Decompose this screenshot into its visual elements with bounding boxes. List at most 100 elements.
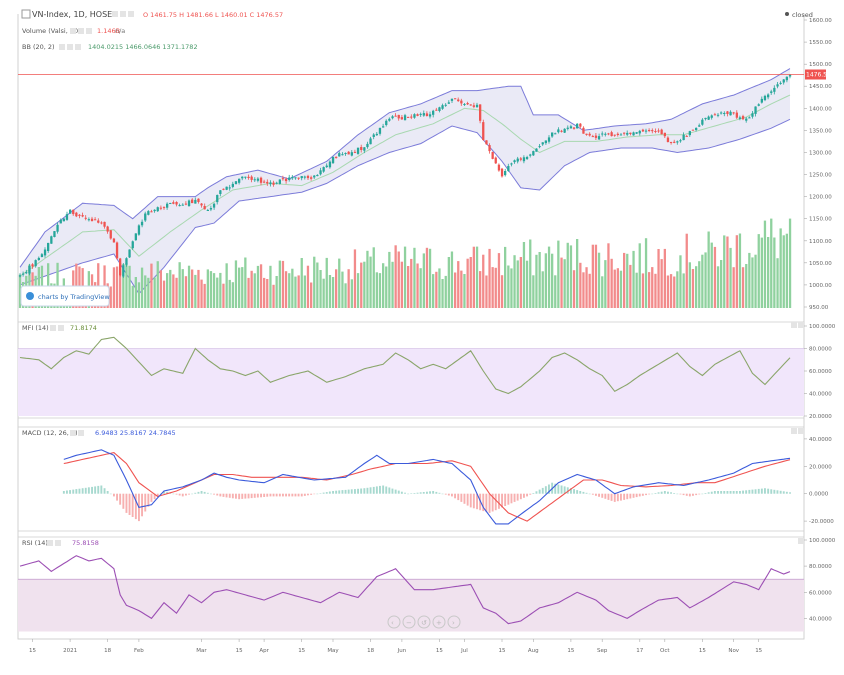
macd-histogram-bar	[532, 493, 535, 494]
close-icon[interactable]	[798, 538, 804, 544]
volume-bar	[119, 262, 122, 308]
volume-bar	[741, 267, 745, 308]
candle-body	[516, 158, 519, 162]
maximize-icon[interactable]	[791, 428, 797, 434]
macd-histogram-bar	[341, 490, 344, 494]
candle-body	[497, 164, 501, 171]
macd-histogram-bar	[488, 493, 491, 513]
macd-histogram-bar	[238, 493, 241, 500]
macd-label: MACD (12, 26, 9)	[22, 429, 78, 437]
candle-body	[419, 113, 422, 115]
macd-histogram-bar	[97, 485, 100, 494]
scroll-left-button[interactable]	[387, 615, 401, 629]
volume-bar	[547, 246, 551, 308]
candle-body	[150, 211, 153, 213]
price-tick-label: 1300.00	[809, 151, 832, 157]
settings-icon[interactable]	[78, 28, 84, 34]
candle-body	[513, 160, 516, 163]
volume-bar	[206, 269, 209, 308]
volume-bar	[194, 274, 197, 308]
macd-histogram-bar	[185, 493, 187, 496]
svg-text:+: +	[436, 619, 442, 627]
macd-histogram-bar	[635, 493, 638, 498]
volume-bar	[366, 250, 369, 308]
candle-body	[212, 203, 216, 208]
macd-tick-label: 40.0000	[809, 437, 832, 443]
settings-icon[interactable]	[78, 430, 84, 436]
close-icon[interactable]	[798, 428, 804, 434]
volume-bar	[172, 274, 175, 308]
settings-icon[interactable]	[58, 325, 64, 331]
volume-bar	[516, 260, 519, 308]
macd-histogram-bar	[732, 491, 735, 494]
candle-body	[378, 127, 382, 134]
volume-bar	[147, 277, 150, 308]
macd-histogram-bar	[72, 489, 75, 494]
eye-icon[interactable]	[47, 540, 53, 546]
close-icon[interactable]	[86, 28, 92, 34]
tradingview-badge[interactable]: charts by TradingView	[20, 285, 110, 307]
settings-icon[interactable]	[120, 11, 126, 17]
macd-histogram-bar	[554, 483, 557, 494]
eye-icon[interactable]	[70, 430, 76, 436]
volume-bar	[250, 270, 253, 308]
rsi-band	[18, 579, 804, 632]
macd-histogram-bar	[438, 492, 441, 494]
eye-icon[interactable]	[70, 28, 76, 34]
macd-histogram-bar	[256, 493, 259, 498]
close-icon[interactable]	[128, 11, 134, 17]
close-icon[interactable]	[798, 322, 804, 328]
close-icon[interactable]	[75, 44, 81, 50]
candle-body	[363, 147, 366, 151]
macd-histogram-bar	[651, 493, 654, 495]
macd-histogram-bar	[282, 493, 284, 497]
volume-bar	[601, 276, 604, 308]
volume-bar	[713, 246, 717, 308]
collapse-icon[interactable]	[21, 9, 31, 19]
volume-bar	[325, 257, 328, 308]
volume-bar	[219, 272, 222, 308]
macd-histogram-bar	[150, 493, 153, 502]
macd-histogram-bar	[713, 491, 716, 494]
candle-body	[685, 135, 688, 137]
volume-bar	[416, 263, 419, 308]
x-tick-label: Mar	[196, 648, 207, 654]
zoom-out-button[interactable]	[402, 615, 416, 629]
macd-histogram-bar	[501, 493, 503, 508]
volume-bar	[356, 273, 360, 308]
candle-body	[438, 107, 441, 111]
candle-body	[629, 132, 632, 134]
volume-bar	[244, 257, 247, 308]
bb-label: BB (20, 2)	[22, 43, 55, 51]
macd-histogram-bar	[181, 493, 184, 497]
macd-histogram-bar	[344, 489, 347, 494]
reset-button[interactable]	[417, 615, 431, 629]
scroll-right-button[interactable]	[447, 615, 461, 629]
macd-histogram-bar	[591, 493, 594, 495]
candle-body	[388, 118, 391, 121]
candle-body	[638, 130, 641, 134]
settings-icon[interactable]	[55, 540, 61, 546]
volume-bar	[469, 257, 472, 308]
candle-body	[585, 133, 588, 135]
eye-icon[interactable]	[112, 11, 118, 17]
eye-icon[interactable]	[50, 325, 56, 331]
zoom-in-button[interactable]	[432, 615, 446, 629]
candle-body	[31, 264, 34, 267]
candle-body	[566, 127, 569, 129]
x-tick-label: 18	[367, 648, 374, 654]
volume-bar	[300, 258, 303, 308]
candle-body	[713, 114, 717, 116]
volume-bar	[413, 247, 416, 308]
macd-histogram-bar	[654, 493, 657, 494]
tradingview-logo-icon	[26, 292, 34, 300]
eye-icon[interactable]	[59, 44, 65, 50]
volume-bar	[122, 264, 125, 308]
macd-histogram-bar	[723, 491, 726, 494]
macd-line	[63, 449, 791, 525]
macd-histogram-bar	[673, 493, 676, 494]
candle-body	[112, 238, 116, 243]
candle-body	[463, 104, 466, 105]
settings-icon[interactable]	[67, 44, 73, 50]
maximize-icon[interactable]	[791, 322, 797, 328]
